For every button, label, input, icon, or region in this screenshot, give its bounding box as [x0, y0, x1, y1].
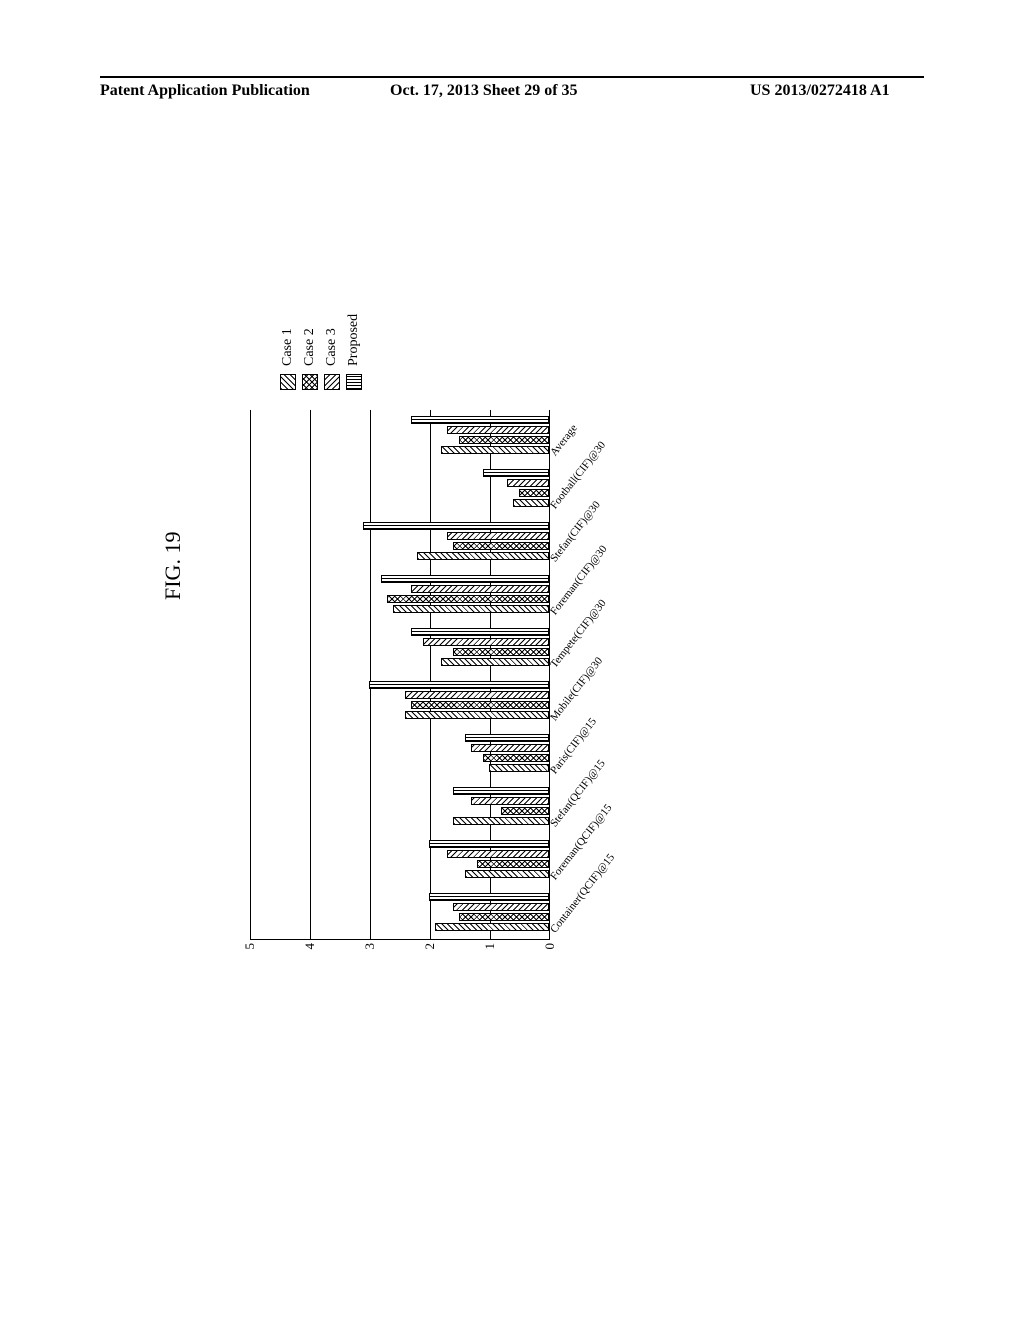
chart-bar	[453, 649, 549, 657]
header-right: US 2013/0272418 A1	[750, 82, 890, 100]
chart-gridline	[370, 410, 371, 939]
chart-ytick: 0	[542, 943, 558, 961]
chart-bar	[459, 914, 549, 922]
legend-item: Proposed	[346, 314, 362, 390]
chart-bar	[453, 904, 549, 912]
chart-bar	[453, 543, 549, 551]
chart-bar	[489, 765, 549, 773]
chart-bar	[483, 470, 549, 478]
header-left: Patent Application Publication	[100, 82, 310, 100]
chart-bar	[447, 533, 549, 541]
chart-bar	[405, 712, 549, 720]
legend-swatch	[324, 374, 340, 390]
legend-item: Case 1	[280, 314, 296, 390]
chart-ytick: 3	[362, 943, 378, 961]
chart-bar	[513, 500, 549, 508]
chart-ytick: 4	[302, 943, 318, 961]
chart-bar	[471, 745, 549, 753]
legend-item: Case 3	[324, 314, 340, 390]
chart-gridline	[430, 410, 431, 939]
legend-label: Case 2	[302, 328, 318, 366]
chart-bar	[519, 490, 549, 498]
chart-bar	[429, 841, 549, 849]
chart-bar	[477, 861, 549, 869]
chart-ytick: 2	[422, 943, 438, 961]
chart-bar	[453, 788, 549, 796]
chart-ytick: 5	[242, 943, 258, 961]
figure-label: FIG. 19	[160, 532, 186, 600]
chart-bar	[435, 924, 549, 932]
chart-bar	[441, 447, 549, 455]
chart-ytick: 1	[482, 943, 498, 961]
chart-bar	[411, 586, 549, 594]
chart-bar	[411, 629, 549, 637]
chart-bar	[429, 894, 549, 902]
chart-bar	[411, 702, 549, 710]
legend-swatch	[302, 374, 318, 390]
legend-swatch	[280, 374, 296, 390]
legend-label: Case 3	[324, 328, 340, 366]
chart-bar	[453, 818, 549, 826]
legend-item: Case 2	[302, 314, 318, 390]
chart-gridline	[250, 410, 251, 939]
chart-bar	[465, 735, 549, 743]
chart-bar	[465, 871, 549, 879]
page: Patent Application Publication Oct. 17, …	[0, 0, 1024, 1320]
chart-bar	[369, 682, 549, 690]
chart-bar	[411, 417, 549, 425]
chart-bar	[423, 639, 549, 647]
header-middle: Oct. 17, 2013 Sheet 29 of 35	[390, 82, 578, 100]
chart-bar	[441, 659, 549, 667]
chart-bar	[459, 437, 549, 445]
chart-plot-area: 012345	[250, 410, 550, 940]
legend-label: Case 1	[280, 328, 296, 366]
header-rule	[100, 76, 924, 78]
chart-bar	[393, 606, 549, 614]
chart-bar	[363, 523, 549, 531]
chart-bar	[447, 851, 549, 859]
chart-bar	[381, 576, 549, 584]
chart-bar	[483, 755, 549, 763]
chart-bar	[501, 808, 549, 816]
chart-bar	[387, 596, 549, 604]
legend-label: Proposed	[346, 314, 362, 366]
chart-xlabel: Container(QCIF)@15	[548, 818, 644, 936]
chart-legend: Case 1 Case 2 Case 3 Proposed	[280, 314, 368, 390]
chart-bar	[405, 692, 549, 700]
chart-container: 012345 Case 1Case 2Case 3Proposed Contai…	[240, 330, 680, 1010]
chart-bar	[507, 480, 549, 488]
chart-gridline	[310, 410, 311, 939]
chart-bar	[417, 553, 549, 561]
chart-bar	[471, 798, 549, 806]
legend-swatch	[346, 374, 362, 390]
chart-bar	[447, 427, 549, 435]
